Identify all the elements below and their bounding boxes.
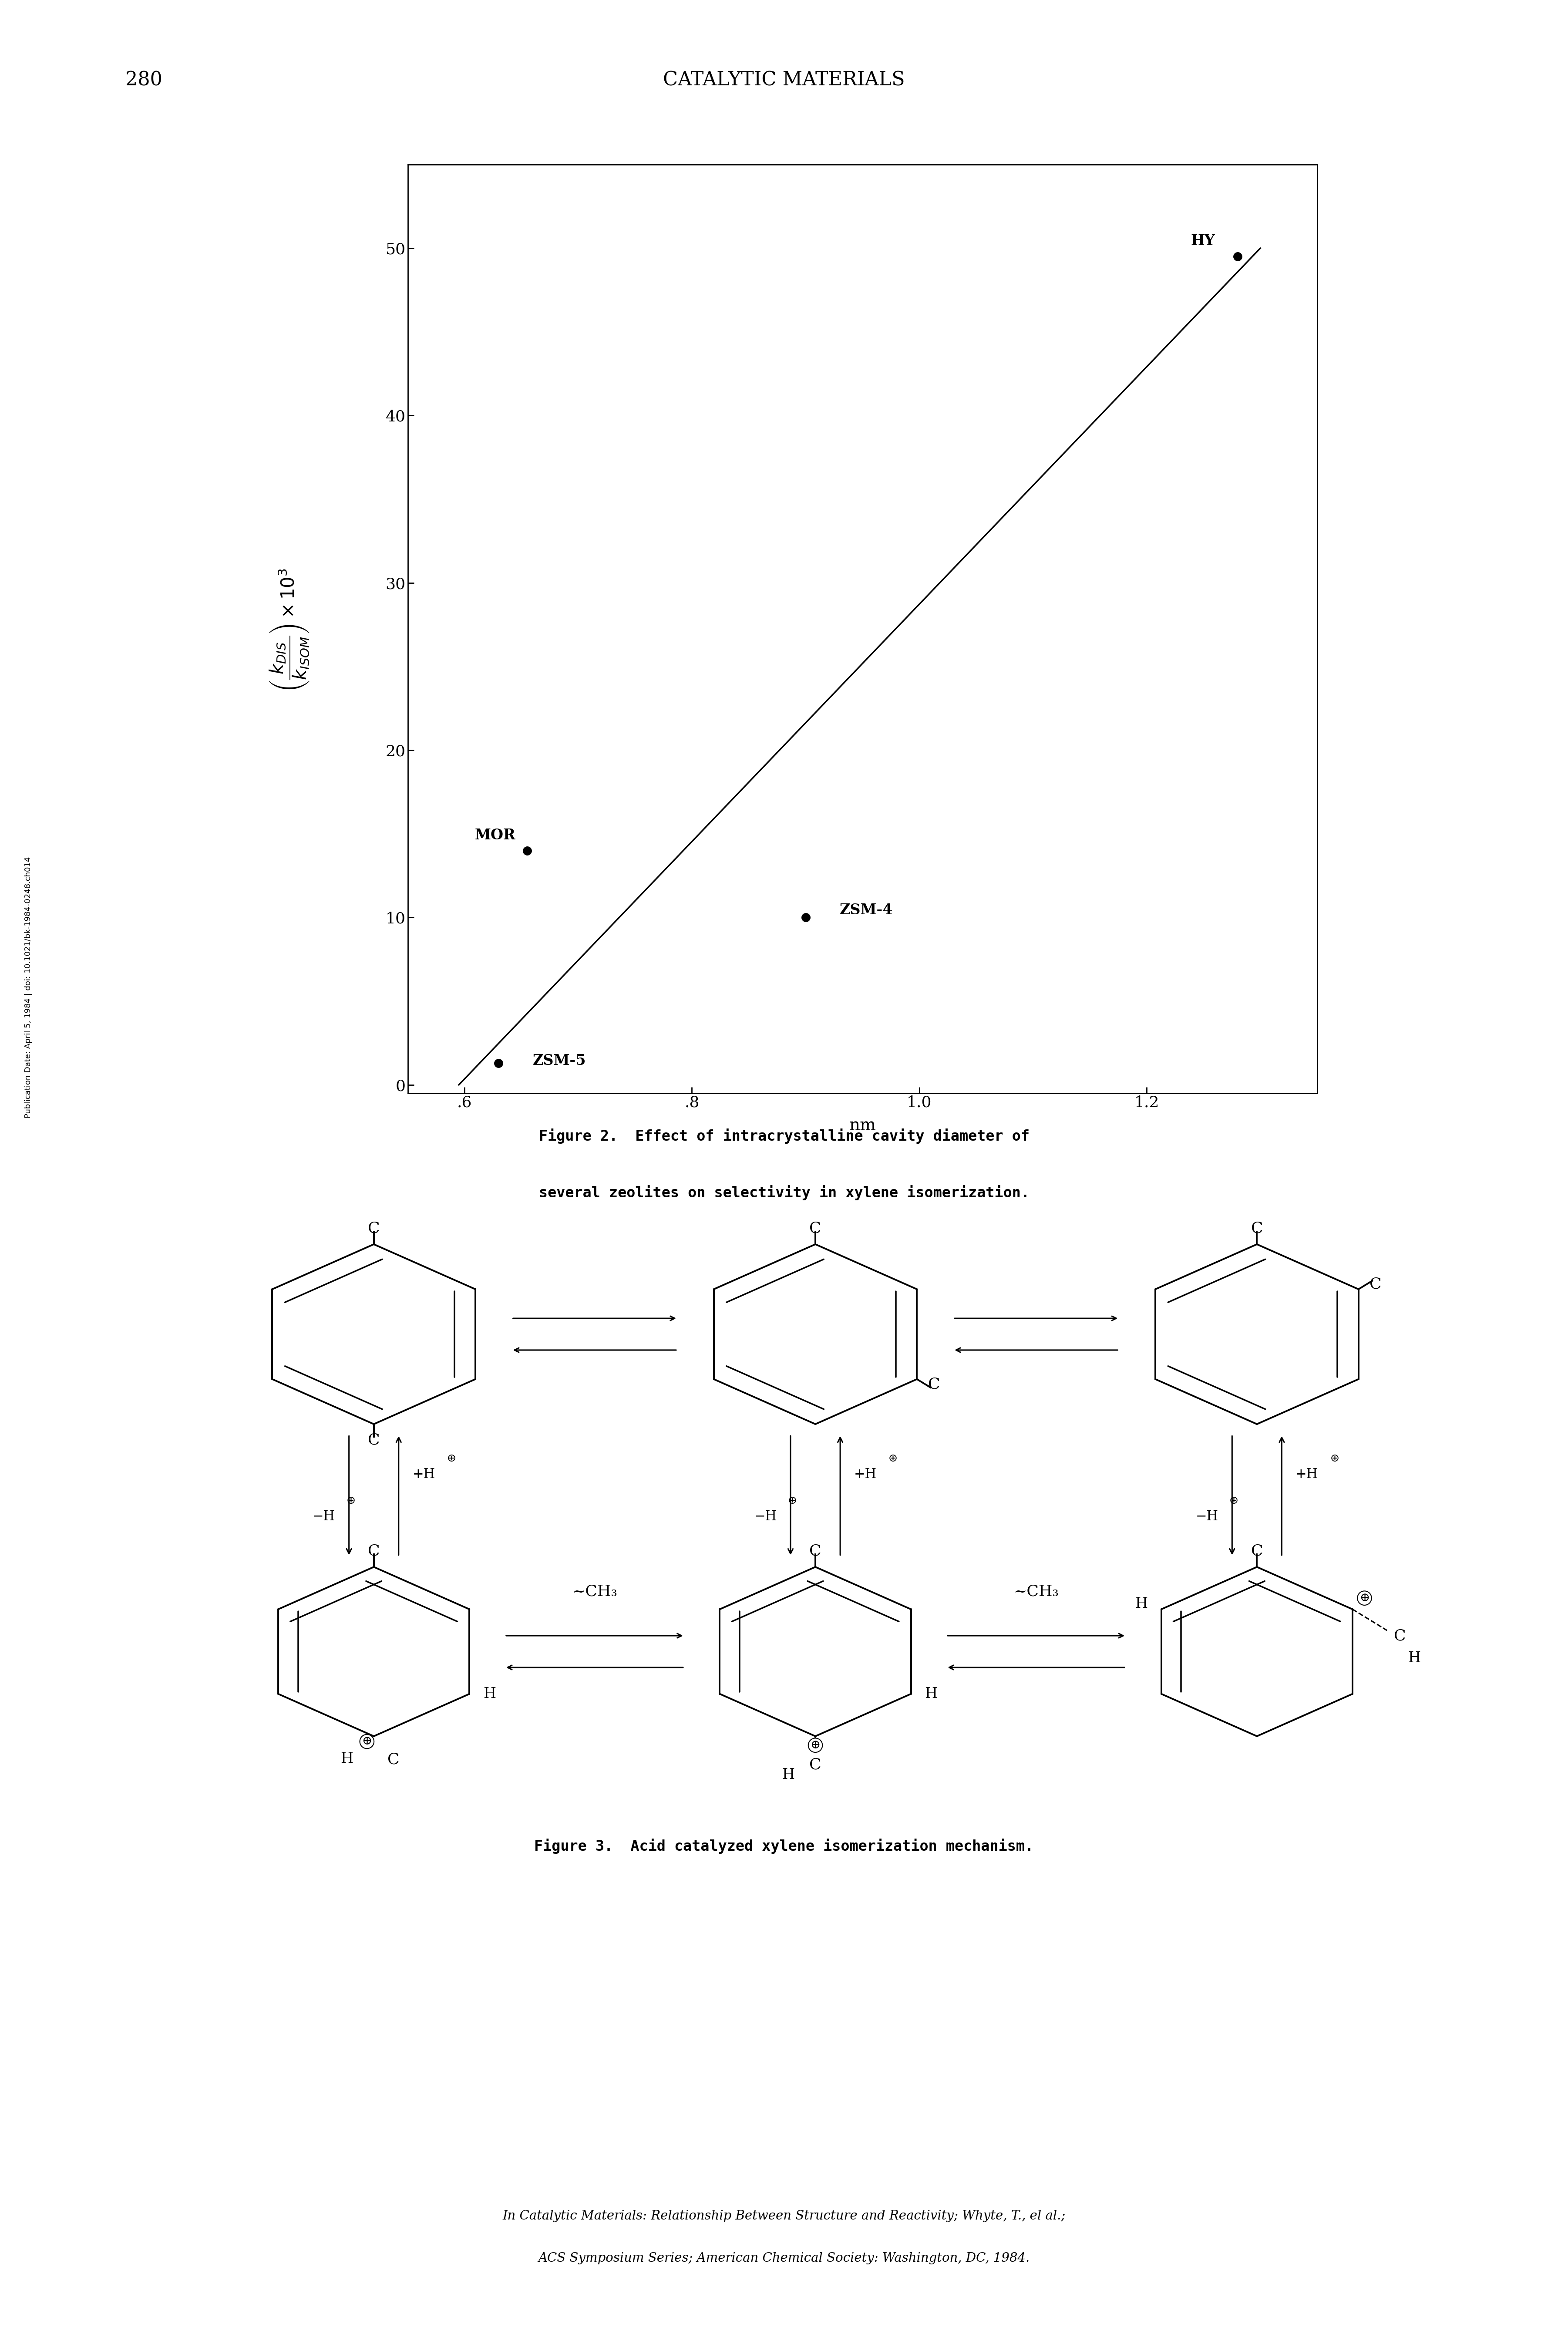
Text: C: C: [368, 1432, 379, 1448]
Text: Figure 2.  Effect of intracrystalline cavity diameter of: Figure 2. Effect of intracrystalline cav…: [539, 1128, 1029, 1143]
Text: H: H: [1135, 1596, 1148, 1610]
Text: ⊕: ⊕: [1330, 1453, 1339, 1465]
Text: MOR: MOR: [475, 828, 516, 842]
Text: ⊕: ⊕: [811, 1740, 820, 1751]
Text: ⊕: ⊕: [447, 1453, 456, 1465]
Text: C: C: [368, 1545, 379, 1559]
Text: ~CH₃: ~CH₃: [572, 1585, 618, 1599]
Text: H: H: [340, 1751, 353, 1766]
Text: ⊕: ⊕: [362, 1735, 372, 1747]
Text: H: H: [925, 1688, 938, 1700]
Text: +H: +H: [855, 1467, 877, 1481]
Text: C: C: [1251, 1220, 1262, 1237]
Text: ⊕: ⊕: [889, 1453, 897, 1465]
X-axis label: nm: nm: [848, 1117, 877, 1133]
Text: C: C: [809, 1220, 822, 1237]
Text: C: C: [1394, 1629, 1406, 1643]
Text: H: H: [483, 1688, 495, 1700]
Text: ⊕: ⊕: [1359, 1592, 1369, 1603]
Text: −H: −H: [1196, 1509, 1218, 1523]
Text: C: C: [809, 1759, 822, 1773]
Text: −H: −H: [754, 1509, 776, 1523]
Text: ZSM-4: ZSM-4: [840, 903, 894, 917]
Text: ACS Symposium Series; American Chemical Society: Washington, DC, 1984.: ACS Symposium Series; American Chemical …: [538, 2252, 1030, 2264]
Text: CATALYTIC MATERIALS: CATALYTIC MATERIALS: [663, 71, 905, 89]
Text: 280: 280: [125, 71, 163, 89]
Text: ~CH₃: ~CH₃: [1013, 1585, 1058, 1599]
Text: In Catalytic Materials: Relationship Between Structure and Reactivity; Whyte, T.: In Catalytic Materials: Relationship Bet…: [502, 2210, 1066, 2222]
Text: +H: +H: [412, 1467, 436, 1481]
Text: C: C: [387, 1751, 400, 1768]
Text: H: H: [1408, 1650, 1421, 1665]
Text: C: C: [1369, 1277, 1381, 1291]
Text: $\left(\dfrac{k_{DIS}}{k_{ISOM}}\right) \times 10^{3}$: $\left(\dfrac{k_{DIS}}{k_{ISOM}}\right) …: [268, 569, 312, 691]
Text: +H: +H: [1295, 1467, 1319, 1481]
Text: ZSM-5: ZSM-5: [533, 1053, 586, 1067]
Text: ⊕: ⊕: [1229, 1495, 1239, 1507]
Text: several zeolites on selectivity in xylene isomerization.: several zeolites on selectivity in xylen…: [539, 1185, 1029, 1199]
Text: Publication Date: April 5, 1984 | doi: 10.1021/bk-1984-0248.ch014: Publication Date: April 5, 1984 | doi: 1…: [25, 856, 31, 1119]
Text: C: C: [809, 1545, 822, 1559]
Text: ⊕: ⊕: [347, 1495, 356, 1507]
Text: HY: HY: [1190, 233, 1215, 249]
Text: C: C: [368, 1220, 379, 1237]
Text: H: H: [782, 1768, 795, 1782]
Text: Figure 3.  Acid catalyzed xylene isomerization mechanism.: Figure 3. Acid catalyzed xylene isomeriz…: [535, 1838, 1033, 1853]
Text: C: C: [1251, 1545, 1262, 1559]
Text: ⊕: ⊕: [787, 1495, 797, 1507]
Text: −H: −H: [312, 1509, 336, 1523]
Text: C: C: [928, 1378, 939, 1392]
